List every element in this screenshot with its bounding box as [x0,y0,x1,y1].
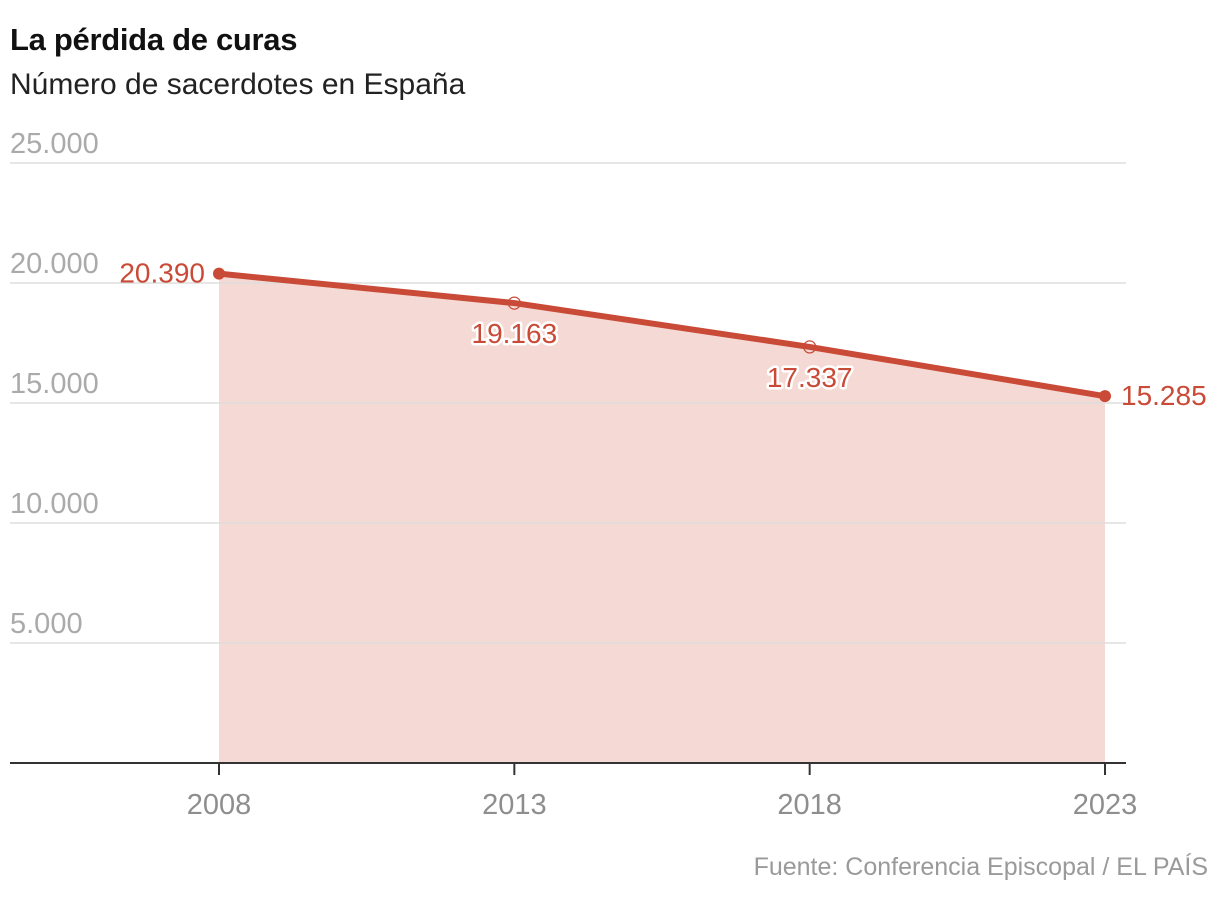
data-point [803,340,817,354]
y-tick-label: 5.000 [10,608,83,640]
data-point [507,296,521,310]
data-label: 15.285 [1121,380,1207,411]
data-label: 19.163 [472,318,558,349]
data-label: 17.337 [767,362,853,393]
x-tick-label: 2013 [482,789,547,821]
area-fill [219,273,1105,763]
y-tick-label: 20.000 [10,248,99,280]
y-tick-label: 25.000 [10,128,99,160]
data-point [1099,390,1111,403]
data-point [213,267,225,280]
chart-subtitle: Número de sacerdotes en España [10,68,466,101]
series-line [216,270,1108,400]
y-tick-label: 10.000 [10,488,99,520]
y-tick-label: 15.000 [10,368,99,400]
chart-title: La pérdida de curas [10,22,298,57]
data-label: 20.390 [119,258,205,289]
x-tick-label: 2008 [187,789,252,821]
x-tick-label: 2023 [1073,789,1138,821]
source-note: Fuente: Conferencia Episcopal / EL PAÍS [753,853,1208,881]
x-tick-label: 2018 [777,789,842,821]
